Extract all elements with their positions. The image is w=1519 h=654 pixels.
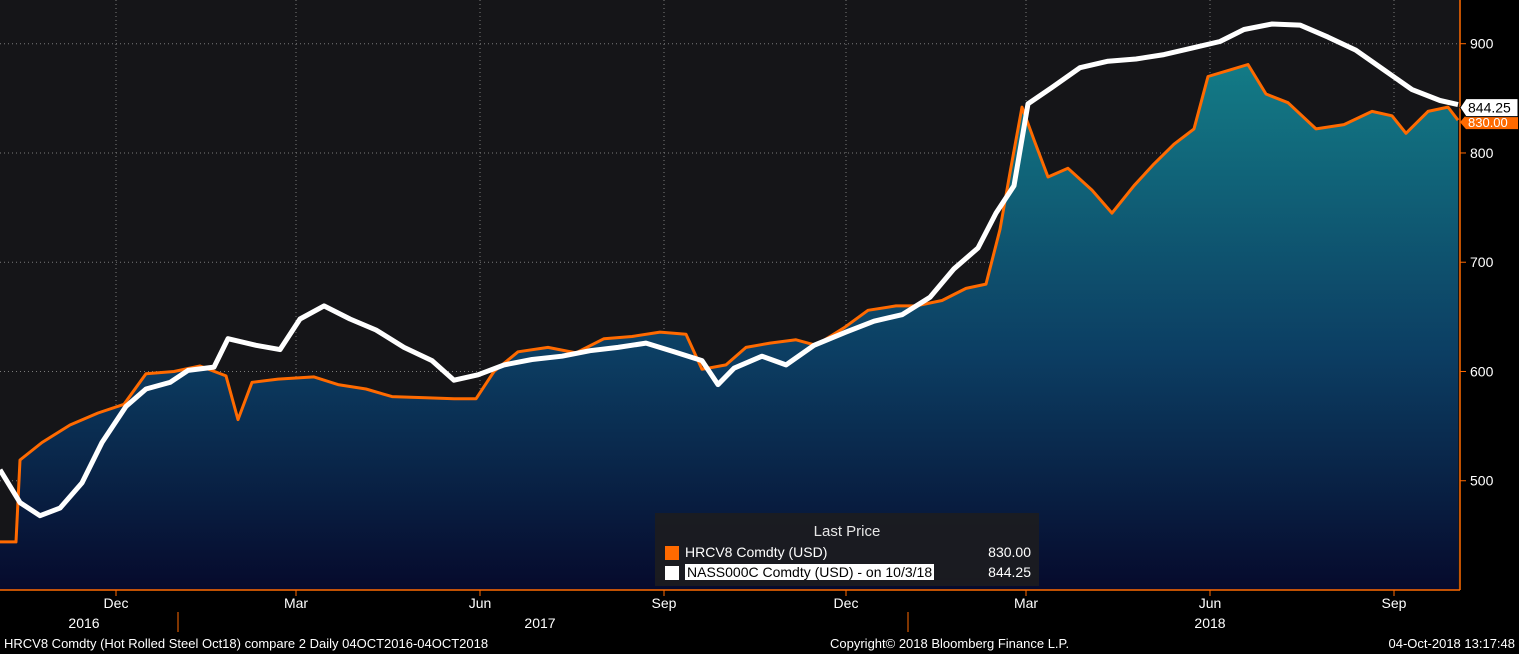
last-value-tag-hrcv8 <box>1460 115 1518 130</box>
legend-item-hrcv8: HRCV8 Comdty (USD) 830.00 <box>665 543 1031 563</box>
x-tick-label: Sep <box>1382 595 1407 611</box>
y-tick-label: 800 <box>1470 145 1494 161</box>
axes <box>0 0 1466 632</box>
last-value-tag-nass000c <box>1459 98 1519 118</box>
y-tick-label: 700 <box>1470 254 1494 270</box>
legend-item-nass000c: NASS000C Comdty (USD) - on 10/3/18 844.2… <box>665 563 1031 583</box>
x-tick-label: Mar <box>284 595 308 611</box>
last-value-hrcv8: 830.00 <box>1468 115 1508 130</box>
tick-labels: 500 600 700 800 900 Dec Mar Jun Sep Dec Mar Jun Sep 2… <box>68 36 1493 631</box>
legend-swatch-white <box>665 566 679 580</box>
series-hrcv8-line <box>0 63 1460 544</box>
series-nass000c-line <box>0 21 1459 519</box>
x-tick-label: Jun <box>1199 595 1222 611</box>
legend-item-label: HRCV8 Comdty (USD) <box>685 544 828 560</box>
x-tick-label: Mar <box>1014 595 1038 611</box>
y-tick-label: 900 <box>1470 36 1494 52</box>
area-layer <box>0 64 1458 590</box>
legend-item-label: NASS000C Comdty (USD) - on 10/3/18 <box>685 564 935 580</box>
legend: Last Price HRCV8 Comdty (USD) 830.00 NAS… <box>655 513 1039 586</box>
legend-item-value: 830.00 <box>988 544 1031 560</box>
footer-description: HRCV8 Comdty (Hot Rolled Steel Oct18) co… <box>4 636 489 651</box>
year-label: 2016 <box>68 615 99 631</box>
x-tick-label: Dec <box>104 595 129 611</box>
legend-title: Last Price <box>813 523 881 540</box>
line-layer <box>0 21 1460 544</box>
x-tick-label: Sep <box>652 595 677 611</box>
y-tick-label: 600 <box>1470 363 1494 379</box>
legend-swatch-orange <box>665 546 679 560</box>
footer-timestamp: 04-Oct-2018 13:17:48 <box>1388 636 1515 651</box>
legend-item-value: 844.25 <box>988 564 1031 580</box>
x-tick-label: Dec <box>834 595 859 611</box>
footer-copyright: Copyright© 2018 Bloomberg Finance L.P. <box>830 636 1070 651</box>
year-label: 2017 <box>524 615 555 631</box>
x-tick-label: Jun <box>469 595 492 611</box>
y-tick-label: 500 <box>1470 473 1494 489</box>
last-value-nass000c: 844.25 <box>1468 100 1511 116</box>
year-label: 2018 <box>1194 615 1225 631</box>
series-hrcv8-area <box>0 64 1458 590</box>
